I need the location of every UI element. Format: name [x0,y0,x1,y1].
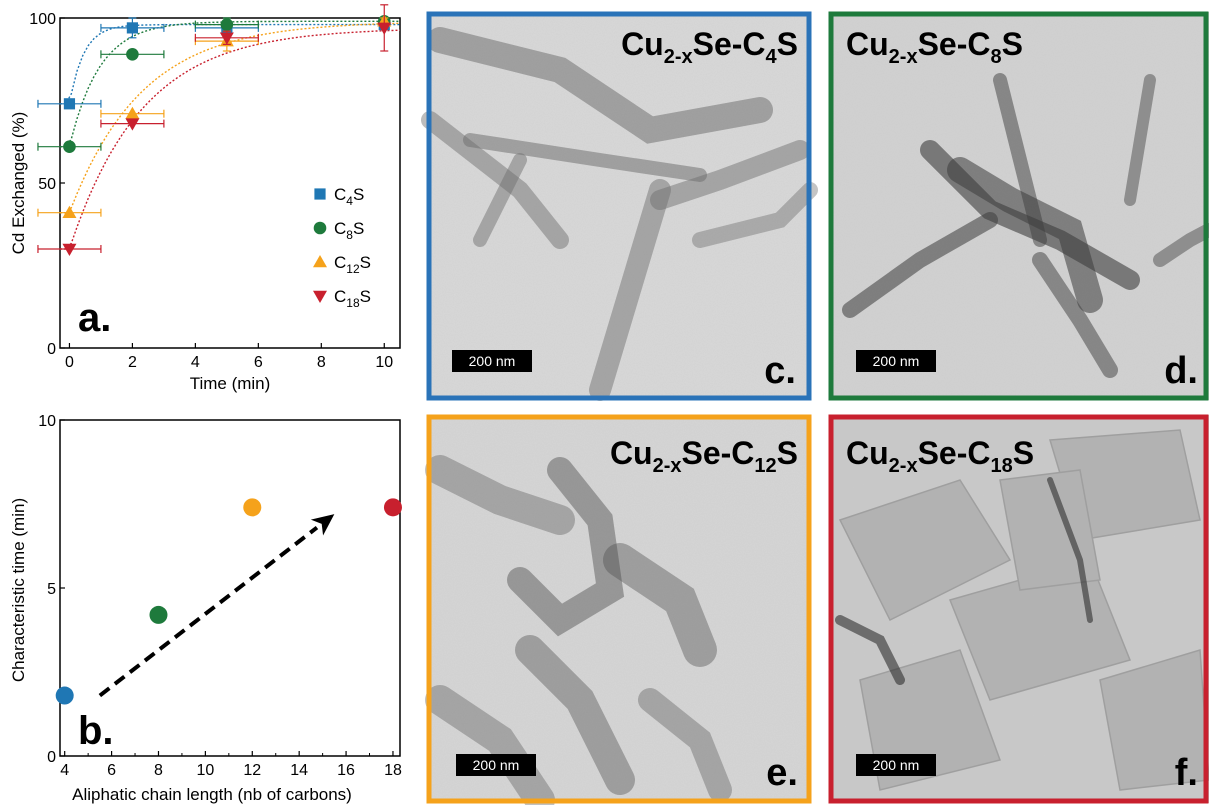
legend-marker-C8S [313,221,327,235]
tem-title-text: Cu2-xSe-C8S [846,26,1023,68]
scale-label-c: 200 nm [469,353,516,369]
tem-title-c: Cu2-xSe-C4S [621,26,798,68]
panel-a-y-axis-title: Cd Exchanged (%) [9,112,28,255]
panel-a-legend: C4S C8S C12S C18S [313,185,371,310]
data-point-C8S [63,140,76,153]
tem-title-e: Cu2-xSe-C12S [610,435,798,477]
panel-b-x-axis-title: Aliphatic chain length (nb of carbons) [72,785,352,804]
data-point-C18S [219,32,234,45]
data-point-C8S [126,48,139,61]
panel-b-x-tick-label: 16 [337,762,355,779]
panel-b-x-tick-label: 6 [107,762,116,779]
scale-label-f: 200 nm [873,757,920,773]
legend-label-C4S: C4S [334,185,364,208]
panel-b-y-tick-label: 0 [47,749,56,766]
data-point-C18S [377,22,392,35]
tem-title-text: Cu2-xSe-C18S [846,435,1034,477]
tem-title-d: Cu2-xSe-C8S [846,26,1023,68]
scale-bar-e [456,754,536,776]
panel-a-y-tick-label: 0 [47,341,56,358]
panel-a-x-tick-label: 4 [191,354,200,371]
panel-b-chart: 4 6 8 10 12 14 16 18 0 5 10 Aliphatic chain length… [9,413,402,804]
panel-b-x-tick-label: 18 [384,762,402,779]
tem-panel-d: Cu2-xSe-C8S 200 nm d. [828,11,1209,401]
data-point-C4S [63,98,76,110]
panel-a-x-tick-label: 8 [317,354,326,371]
tem-letter-f: f. [1175,752,1198,794]
data-point-C18S [125,118,140,131]
data-point-C4S [126,22,139,34]
legend-label-C12S: C12S [334,253,371,276]
panel-b-x-tick-label: 4 [60,762,69,779]
legend-marker-C4S [314,188,326,200]
data-point-b [149,605,168,624]
panel-a-x-tick-label: 0 [65,354,74,371]
scale-label-d: 200 nm [873,353,920,369]
scale-bar-d [856,350,936,372]
legend-marker-C12S [313,255,327,268]
scale-label-e: 200 nm [473,757,520,773]
scale-bar-f [856,754,936,776]
data-point-b [55,686,74,705]
data-point-b [243,498,262,517]
tem-title-text: Cu2-xSe-C12S [610,435,798,477]
panel-b-plot-frame [59,419,401,757]
panel-a-x-tick-label: 2 [128,354,137,371]
tem-letter-e: e. [766,752,798,794]
tem-panel-f: Cu2-xSe-C18S 200 nm f. [828,414,1209,804]
panel-a-letter: a. [78,296,111,340]
data-point-C18S [62,243,77,256]
panel-a-x-tick-label: 10 [375,354,393,371]
legend-marker-C18S [313,290,327,303]
data-point-C12S [62,205,77,218]
panel-a-y-tick-label: 100 [29,11,56,28]
tem-title-f: Cu2-xSe-C18S [846,435,1034,477]
trend-arrow-head [310,514,335,536]
legend-label-C18S: C18S [334,287,371,310]
panel-b-x-tick-label: 14 [290,762,308,779]
data-point-C12S [125,106,140,119]
tem-border-d [828,11,1209,401]
data-point-b [383,498,402,517]
panel-b-y-axis-title: Characteristic time (min) [9,498,28,682]
panel-a-y-tick-label: 50 [38,176,56,193]
panel-b-y-tick-label: 5 [47,581,56,598]
tem-panel-c: Cu2-xSe-C4S 200 nm c. [421,11,818,401]
tem-letter-c: c. [764,350,796,392]
panel-a-x-tick-label: 6 [254,354,263,371]
panel-b-x-tick-label: 10 [196,762,214,779]
panel-b-letter: b. [78,709,114,753]
panel-b-x-tick-label: 12 [243,762,261,779]
tem-border-c [426,11,812,401]
tem-letter-d: d. [1164,350,1198,392]
tem-border-e [426,414,812,804]
panel-b-y-tick-label: 10 [38,413,56,430]
legend-label-C8S: C8S [334,219,364,242]
tem-title-text: Cu2-xSe-C4S [621,26,798,68]
trend-arrow-line [98,525,319,698]
data-point-C8S [220,18,234,31]
tem-panel-e: Cu2-xSe-C12S 200 nm e. [425,414,812,805]
panel-b-x-tick-label: 8 [154,762,163,779]
panel-a-x-axis-title: Time (min) [190,374,271,393]
tem-border-f [828,414,1209,804]
fit-curve-C18S [60,29,401,250]
scale-bar-c [452,350,532,372]
